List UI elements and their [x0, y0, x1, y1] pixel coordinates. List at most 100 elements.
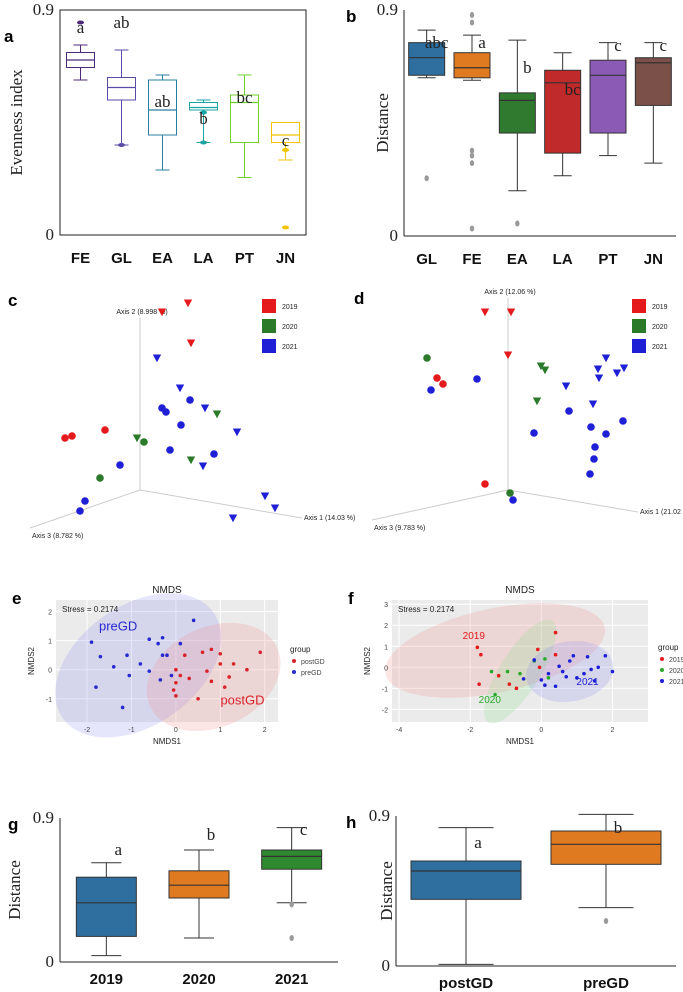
outlier-point — [469, 160, 475, 167]
box-PT — [230, 94, 259, 143]
sample-point — [198, 462, 208, 471]
axis-1-line — [507, 489, 639, 513]
nmds-point-preGD — [138, 662, 143, 666]
significance-letter: b — [207, 825, 216, 844]
axis-3-label: Axis 3 (8.782 %) — [32, 533, 83, 540]
legend-swatch-2019 — [262, 299, 276, 313]
x-tick-label: 0 — [539, 727, 543, 734]
significance-letter: c — [300, 820, 308, 839]
sample-point — [619, 417, 627, 425]
nmds-point-postGD — [227, 675, 231, 679]
sample-point — [602, 430, 610, 438]
nmds-point-postGD — [174, 694, 178, 698]
outlier-point — [200, 140, 207, 145]
sample-point — [166, 446, 174, 454]
legend-title: group — [290, 645, 311, 654]
nmds-point-preGD — [98, 654, 103, 659]
sample-point — [530, 429, 538, 437]
stress-label: Stress = 0.2174 — [62, 605, 119, 614]
legend-swatch-2021 — [262, 339, 276, 353]
significance-letter: abc — [425, 33, 449, 52]
panel-label-f: f — [348, 589, 354, 608]
panel-label-h: h — [346, 813, 356, 832]
axis-3-line — [371, 489, 509, 521]
legend-label: 2021 — [652, 344, 668, 351]
nmds-point-postGD — [178, 673, 183, 678]
nmds-point-2019 — [537, 665, 542, 670]
box-JN — [271, 122, 300, 143]
sample-point — [587, 423, 595, 431]
sample-point — [503, 351, 513, 360]
outlier-point — [603, 918, 609, 924]
outlier-point — [469, 12, 475, 19]
sample-point — [480, 308, 490, 317]
box-2020 — [168, 870, 230, 899]
sample-point — [116, 461, 124, 469]
nmds-point-preGD — [125, 653, 129, 657]
legend-label: 2021 — [282, 344, 298, 351]
chart-distance-g: 0.9 0 Distance a 2019 b 2020 c 2021 — [5, 808, 338, 988]
sample-point — [140, 438, 148, 446]
box-postGD — [410, 860, 522, 900]
legend-title: group — [658, 643, 679, 652]
nmds-point-2019 — [477, 682, 481, 686]
nmds-point-preGD — [156, 641, 160, 646]
sample-point — [232, 428, 242, 437]
y-tick-label: 1 — [48, 639, 52, 646]
outlier-point — [282, 148, 289, 152]
sample-point — [76, 507, 84, 515]
nmds-point-postGD — [209, 679, 214, 684]
sample-point — [590, 455, 598, 463]
confidence-ellipse — [483, 619, 557, 724]
legend-label: preGD — [301, 670, 322, 677]
group-label: 2021 — [576, 677, 599, 688]
nmds-point-2019 — [475, 645, 480, 650]
nmds-point-preGD — [111, 665, 116, 669]
legend-dot-preGD — [292, 670, 296, 674]
box-preGD — [550, 830, 662, 865]
nmds-point-postGD — [258, 650, 263, 655]
sample-point — [540, 366, 550, 375]
y-tick-label: 2 — [48, 610, 52, 617]
x-category-label: EA — [152, 250, 173, 267]
x-axis-title: NMDS1 — [153, 737, 182, 746]
y-tick-label: -1 — [46, 697, 52, 704]
nmds-point-preGD — [147, 637, 152, 642]
nmds-point-2021 — [582, 671, 586, 676]
x-category-label: GL — [111, 250, 132, 267]
y-tick-label: 1 — [384, 644, 388, 651]
sample-point — [68, 432, 76, 440]
sample-point — [601, 354, 611, 363]
nmds-point-2019 — [514, 686, 519, 691]
group-label: 2019 — [463, 631, 486, 642]
nmds-point-postGD — [218, 662, 223, 666]
y-tick-label: 0 — [46, 952, 55, 971]
box-JN — [634, 57, 672, 106]
confidence-ellipse — [526, 641, 614, 703]
nmds-point-2021 — [575, 676, 579, 680]
x-tick-label: -2 — [467, 727, 473, 734]
sample-point — [593, 365, 603, 374]
nmds-point-preGD — [165, 653, 169, 657]
nmds-point-preGD — [94, 685, 98, 689]
legend-label: 2019 — [652, 304, 668, 311]
legend-label: 2020 — [669, 668, 683, 675]
nmds-point-2020 — [518, 671, 522, 676]
x-axis-title: NMDS1 — [506, 737, 535, 746]
sample-point — [61, 434, 69, 442]
nmds-point-preGD — [120, 705, 125, 710]
chart-nmds-f: -4 -2 0 2 -2 -1 0 1 2 3 NMDS Stress = 0.2174 NMDS1 NM… — [363, 585, 683, 746]
y-tick-label: 0 — [384, 665, 388, 672]
nmds-point-preGD — [160, 653, 165, 657]
sample-point — [481, 480, 489, 488]
legend-dot-2019 — [660, 657, 664, 661]
sample-point — [177, 421, 185, 429]
legend-swatch-2020 — [262, 319, 276, 333]
significance-letter: a — [77, 18, 85, 37]
chart-evenness-index: 0.9 0 Evenness index a FE ab GL ab EA b LA bc PT c JN — [7, 0, 307, 267]
sample-point — [612, 369, 622, 378]
chart-distance-b: 0.9 0 Distance abc GL a FE b EA bc LA c PT c JN — [373, 0, 676, 268]
nmds-point-2021 — [571, 653, 576, 658]
significance-letter: ab — [113, 13, 129, 32]
